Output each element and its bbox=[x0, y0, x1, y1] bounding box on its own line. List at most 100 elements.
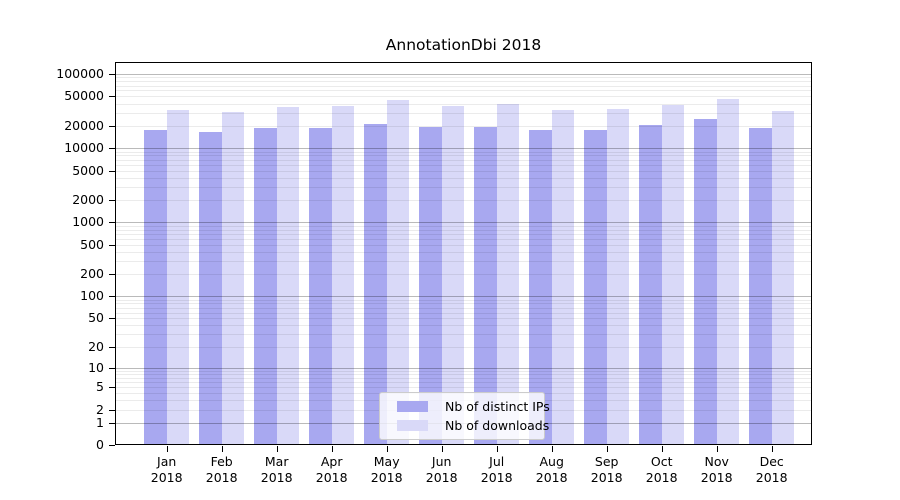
gridline-minor bbox=[116, 77, 811, 79]
gridline-minor bbox=[116, 312, 811, 314]
bar-downloads bbox=[386, 100, 409, 445]
gridline-minor bbox=[116, 325, 811, 327]
y-tick-mark bbox=[109, 346, 115, 348]
y-tick-label: 100000 bbox=[56, 66, 104, 81]
gridline-minor bbox=[116, 387, 811, 389]
gridline-major bbox=[116, 222, 811, 224]
x-tick-mark bbox=[716, 446, 718, 452]
x-tick-mark bbox=[331, 446, 333, 452]
gridline-minor bbox=[116, 299, 811, 301]
bar-downloads bbox=[771, 111, 794, 445]
gridline-major bbox=[116, 74, 811, 75]
gridline-minor bbox=[116, 159, 811, 161]
y-tick-label: 500 bbox=[80, 236, 104, 252]
legend-label-downloads: Nb of downloads bbox=[445, 418, 550, 433]
y-tick-mark bbox=[109, 96, 115, 98]
bar-distinct-ips bbox=[253, 127, 277, 445]
gridline-minor bbox=[116, 125, 811, 127]
x-tick-label: May 2018 bbox=[370, 454, 403, 485]
bar-downloads bbox=[606, 109, 629, 445]
gridline-minor bbox=[116, 225, 811, 227]
bar-downloads bbox=[551, 110, 574, 445]
gridline-minor bbox=[116, 346, 811, 348]
gridline-minor bbox=[116, 261, 811, 263]
y-tick-label: 10000 bbox=[64, 140, 104, 156]
x-tick-mark bbox=[276, 446, 278, 452]
chart-title: AnnotationDbi 2018 bbox=[385, 36, 542, 54]
x-tick-mark bbox=[441, 446, 443, 452]
x-tick-label: Nov 2018 bbox=[700, 454, 733, 485]
legend-swatch-downloads bbox=[397, 420, 428, 431]
y-tick-mark bbox=[109, 296, 115, 298]
y-tick-label: 10 bbox=[88, 359, 104, 375]
y-tick-label: 1 bbox=[96, 414, 104, 430]
x-tick-mark bbox=[386, 446, 388, 452]
gridline-minor bbox=[116, 151, 811, 153]
y-tick-label: 20000 bbox=[64, 117, 104, 133]
gridline-minor bbox=[116, 334, 811, 336]
y-tick-label: 50000 bbox=[64, 88, 104, 104]
y-tick-mark bbox=[109, 367, 115, 369]
gridline-minor bbox=[116, 112, 811, 114]
y-tick-mark bbox=[109, 74, 115, 75]
y-tick-mark bbox=[109, 125, 115, 127]
x-tick-mark bbox=[771, 446, 773, 452]
bar-downloads bbox=[496, 104, 519, 445]
y-tick-mark bbox=[109, 274, 115, 276]
gridline-minor bbox=[116, 103, 811, 105]
gridline-minor bbox=[116, 200, 811, 201]
x-tick-label: Jun 2018 bbox=[425, 454, 458, 485]
y-tick-mark bbox=[109, 387, 115, 389]
y-tick-mark bbox=[109, 422, 115, 424]
gridline-minor bbox=[116, 307, 811, 309]
bar-downloads bbox=[276, 106, 299, 445]
gridline-minor bbox=[116, 233, 811, 235]
bar-distinct-ips bbox=[308, 127, 332, 445]
y-tick-label: 100 bbox=[80, 288, 104, 304]
x-tick-label: Sep 2018 bbox=[590, 454, 623, 485]
gridline-minor bbox=[116, 244, 811, 246]
bar-distinct-ips bbox=[198, 131, 222, 445]
y-tick-mark bbox=[109, 200, 115, 201]
y-tick-label: 2 bbox=[96, 401, 104, 417]
gridline-minor bbox=[116, 187, 811, 188]
bar-distinct-ips bbox=[363, 123, 387, 445]
bar-distinct-ips bbox=[748, 128, 772, 445]
y-tick-mark bbox=[109, 148, 115, 150]
bar-distinct-ips bbox=[583, 130, 607, 445]
gridline-minor bbox=[116, 90, 811, 92]
gridline-minor bbox=[116, 155, 811, 157]
bar-distinct-ips bbox=[693, 118, 717, 445]
legend: Nb of distinct IPs Nb of downloads bbox=[379, 392, 550, 440]
bar-downloads bbox=[441, 106, 464, 445]
gridline-minor bbox=[116, 382, 811, 384]
gridline-minor bbox=[116, 177, 811, 179]
gridline-minor bbox=[116, 229, 811, 231]
x-tick-mark bbox=[606, 446, 608, 452]
gridline-major bbox=[116, 296, 811, 298]
gridline-minor bbox=[116, 378, 811, 379]
y-tick-label: 1000 bbox=[72, 214, 104, 230]
bar-downloads bbox=[716, 99, 739, 445]
x-tick-mark bbox=[496, 446, 498, 452]
gridline-minor bbox=[116, 303, 811, 305]
x-tick-mark bbox=[661, 446, 663, 452]
bar-downloads bbox=[661, 105, 684, 445]
gridline-minor bbox=[116, 238, 811, 240]
bar-distinct-ips bbox=[528, 130, 552, 445]
x-tick-label: Aug 2018 bbox=[535, 454, 568, 485]
x-tick-label: Jul 2018 bbox=[480, 454, 513, 485]
y-tick-label: 2000 bbox=[72, 192, 104, 207]
y-tick-mark bbox=[109, 445, 115, 446]
gridline-major bbox=[116, 148, 811, 150]
y-tick-label: 20 bbox=[88, 338, 104, 354]
bar-downloads bbox=[166, 110, 189, 445]
gridline-minor bbox=[116, 164, 811, 166]
x-tick-label: Oct 2018 bbox=[645, 454, 678, 485]
bar-distinct-ips bbox=[143, 130, 167, 445]
y-tick-label: 5 bbox=[96, 379, 104, 395]
bar-distinct-ips bbox=[638, 125, 662, 445]
gridline-minor bbox=[116, 81, 811, 83]
x-tick-label: Mar 2018 bbox=[260, 454, 293, 485]
